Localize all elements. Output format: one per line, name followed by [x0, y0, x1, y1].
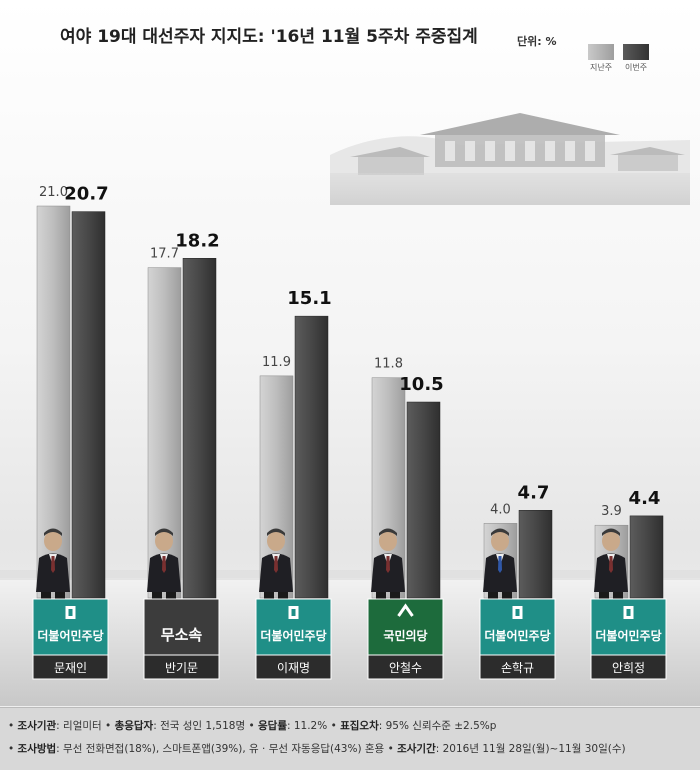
floor-edge [0, 570, 700, 580]
party-badge-1: 무소속 [143, 598, 220, 656]
legend-label-curr: 이번주 [625, 63, 648, 72]
footer-item: • 조사기간: 2016년 11월 28일(월)~11월 30일(수) [387, 743, 626, 755]
bar-curr-5 [629, 515, 664, 599]
floor [0, 578, 700, 706]
party-badge-2: 더불어민주당 [255, 598, 332, 656]
footer-item: • 조사방법: 무선 전화면접(18%), 스마트폰앱(39%), 유 · 무선… [8, 743, 385, 755]
party-name: 더불어민주당 [260, 628, 326, 643]
party-badge-3: 국민의당 [367, 598, 444, 656]
party-badge-5: 더불어민주당 [590, 598, 667, 656]
value-label-curr-3: 10.5 [399, 374, 443, 395]
candidate-name: 안희정 [612, 661, 645, 675]
footer-line-1: • 조사기관: 리얼미터 • 총응답자: 전국 성인 1,518명 • 응답률:… [8, 718, 496, 733]
candidate-name-plate-3: 안철수 [367, 654, 444, 680]
legend-swatch-curr [623, 44, 649, 60]
party-name: 더불어민주당 [595, 628, 661, 643]
bar-curr-2 [294, 315, 329, 599]
party-name: 무소속 [161, 626, 203, 644]
footer-item: • 조사기관: 리얼미터 [8, 720, 102, 732]
value-label-curr-2: 15.1 [287, 288, 331, 309]
candidate-name: 안철수 [389, 661, 422, 675]
footer-line-2: • 조사방법: 무선 전화면접(18%), 스마트폰앱(39%), 유 · 무선… [8, 741, 626, 756]
legend: 지난주 이번주 [583, 44, 683, 76]
chart-title: 여야 19대 대선주자 지지도: '16년 11월 5주차 주중집계 [60, 27, 478, 47]
value-label-prev-0: 21.0 [39, 185, 68, 200]
bar-curr-4 [518, 510, 553, 599]
legend-label-prev: 지난주 [590, 63, 613, 72]
bar-curr-3 [406, 401, 441, 599]
value-label-curr-1: 18.2 [175, 230, 219, 251]
value-label-prev-4: 4.0 [490, 502, 511, 517]
party-name: 더불어민주당 [37, 628, 103, 643]
value-label-curr-4: 4.7 [518, 482, 550, 503]
blue-house-background [330, 113, 690, 205]
bar-curr-0 [71, 211, 106, 599]
candidate-name: 반기문 [165, 661, 198, 675]
candidate-name: 손학규 [501, 661, 534, 675]
party-badge-4: 더불어민주당 [479, 598, 556, 656]
survey-footer: • 조사기관: 리얼미터 • 총응답자: 전국 성인 1,518명 • 응답률:… [0, 707, 700, 770]
value-label-prev-3: 11.8 [374, 357, 403, 372]
footer-item: • 총응답자: 전국 성인 1,518명 [105, 720, 246, 732]
legend-swatch-prev [588, 44, 614, 60]
footer-item: • 응답률: 11.2% [248, 720, 328, 732]
candidate-name-plate-0: 문재인 [32, 654, 109, 680]
party-logo-icon [397, 603, 414, 617]
party-name: 국민의당 [383, 628, 427, 643]
candidate-name-plate-5: 안희정 [590, 654, 667, 680]
unit-label: 단위: % [517, 35, 557, 48]
footer-item: • 표집오차: 95% 신뢰수준 ±2.5%p [330, 720, 497, 732]
candidate-name-plate-1: 반기문 [143, 654, 220, 680]
value-label-prev-1: 17.7 [150, 247, 179, 262]
value-label-prev-2: 11.9 [262, 355, 291, 370]
candidate-name: 문재인 [54, 661, 87, 675]
candidate-name-plate-4: 손학규 [479, 654, 556, 680]
party-name: 더불어민주당 [484, 628, 550, 643]
candidate-name-plate-2: 이재명 [255, 654, 332, 680]
bar-curr-1 [182, 258, 217, 599]
value-label-curr-5: 4.4 [629, 488, 661, 509]
value-label-curr-0: 20.7 [64, 184, 108, 205]
party-badge-0: 더불어민주당 [32, 598, 109, 656]
value-label-prev-5: 3.9 [601, 504, 622, 519]
candidate-name: 이재명 [277, 661, 310, 675]
